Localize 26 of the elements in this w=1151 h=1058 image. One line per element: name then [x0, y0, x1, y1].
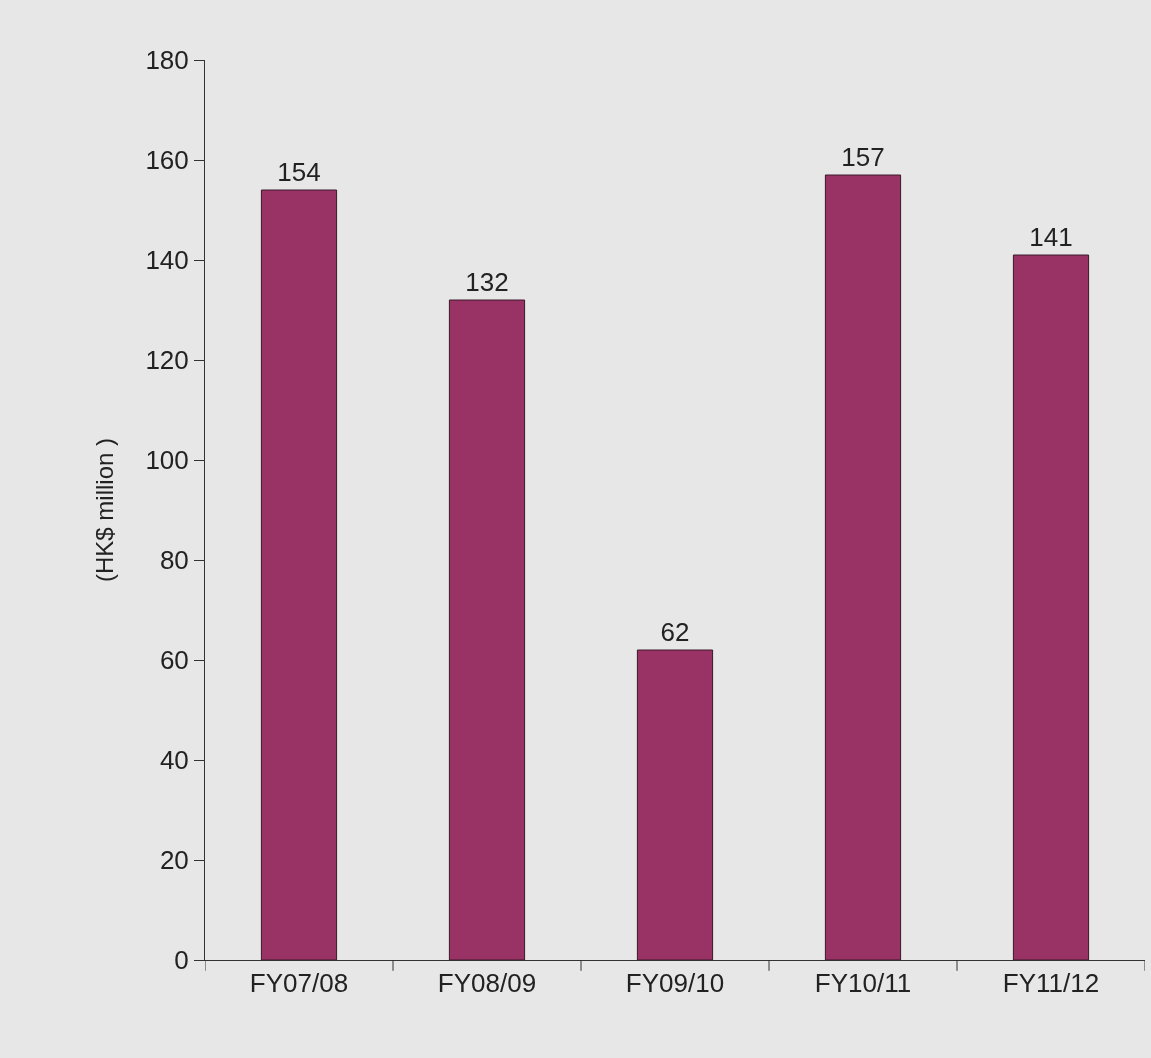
bar	[1012, 254, 1090, 960]
y-tick-label: 100	[145, 445, 189, 476]
data-label: 157	[841, 142, 885, 172]
bar	[260, 189, 338, 960]
y-tick-label: 40	[159, 745, 189, 776]
bar	[824, 174, 902, 960]
y-tick-label: 0	[174, 945, 189, 976]
y-tick-label: 160	[145, 145, 189, 176]
x-tick-label: FY09/10	[625, 968, 725, 999]
x-tick-label: FY08/09	[437, 968, 537, 999]
data-label: 132	[465, 267, 509, 297]
data-label: 154	[277, 157, 321, 187]
y-tick-label: 180	[145, 45, 189, 76]
bar	[448, 299, 526, 960]
y-tick-label: 80	[159, 545, 189, 576]
y-tick-label: 120	[145, 345, 189, 376]
y-tick-label: 60	[159, 645, 189, 676]
y-tick-label: 140	[145, 245, 189, 276]
data-label: 62	[660, 617, 690, 647]
y-tick-label: 20	[159, 845, 189, 876]
x-tick-label: FY11/12	[1002, 968, 1100, 999]
data-label: 141	[1029, 222, 1073, 252]
bar	[636, 649, 714, 960]
y-axis-title: (HK$ million )	[90, 437, 118, 583]
x-tick-label: FY10/11	[814, 968, 912, 999]
x-tick-label: FY07/08	[249, 968, 349, 999]
